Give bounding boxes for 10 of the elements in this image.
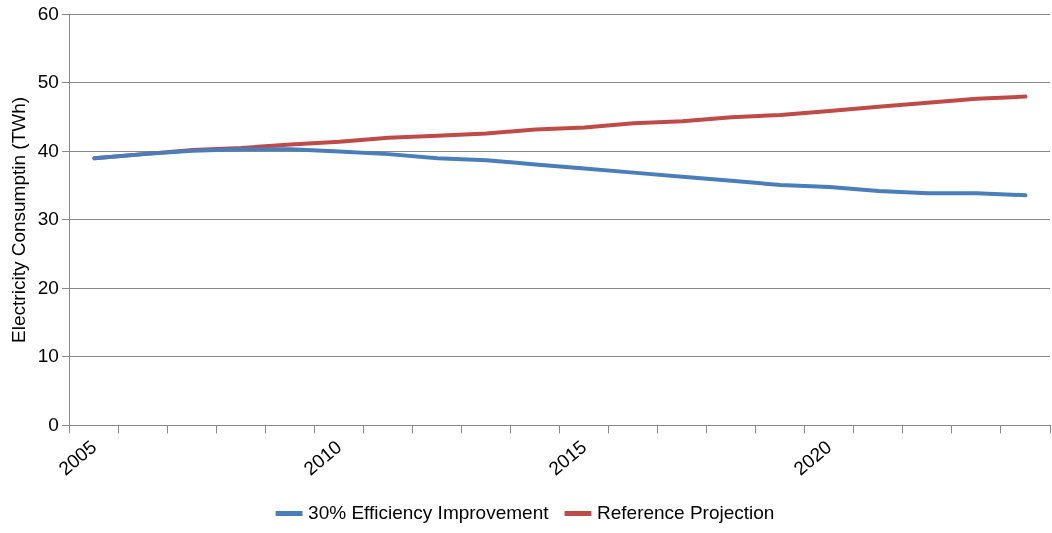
legend-label: Reference Projection (597, 501, 775, 523)
y-tick-label: 50 (37, 71, 59, 93)
y-axis-title: Electricity Consumptin (TWh) (7, 96, 29, 343)
y-tick-label: 60 (37, 2, 59, 24)
y-tick-label: 30 (37, 208, 59, 230)
y-tick-label: 10 (37, 345, 59, 367)
y-tick-label: 20 (37, 276, 59, 298)
y-tick-label: 0 (48, 413, 59, 435)
y-tick-label: 40 (37, 139, 59, 161)
legend-label: 30% Efficiency Improvement (308, 501, 550, 523)
